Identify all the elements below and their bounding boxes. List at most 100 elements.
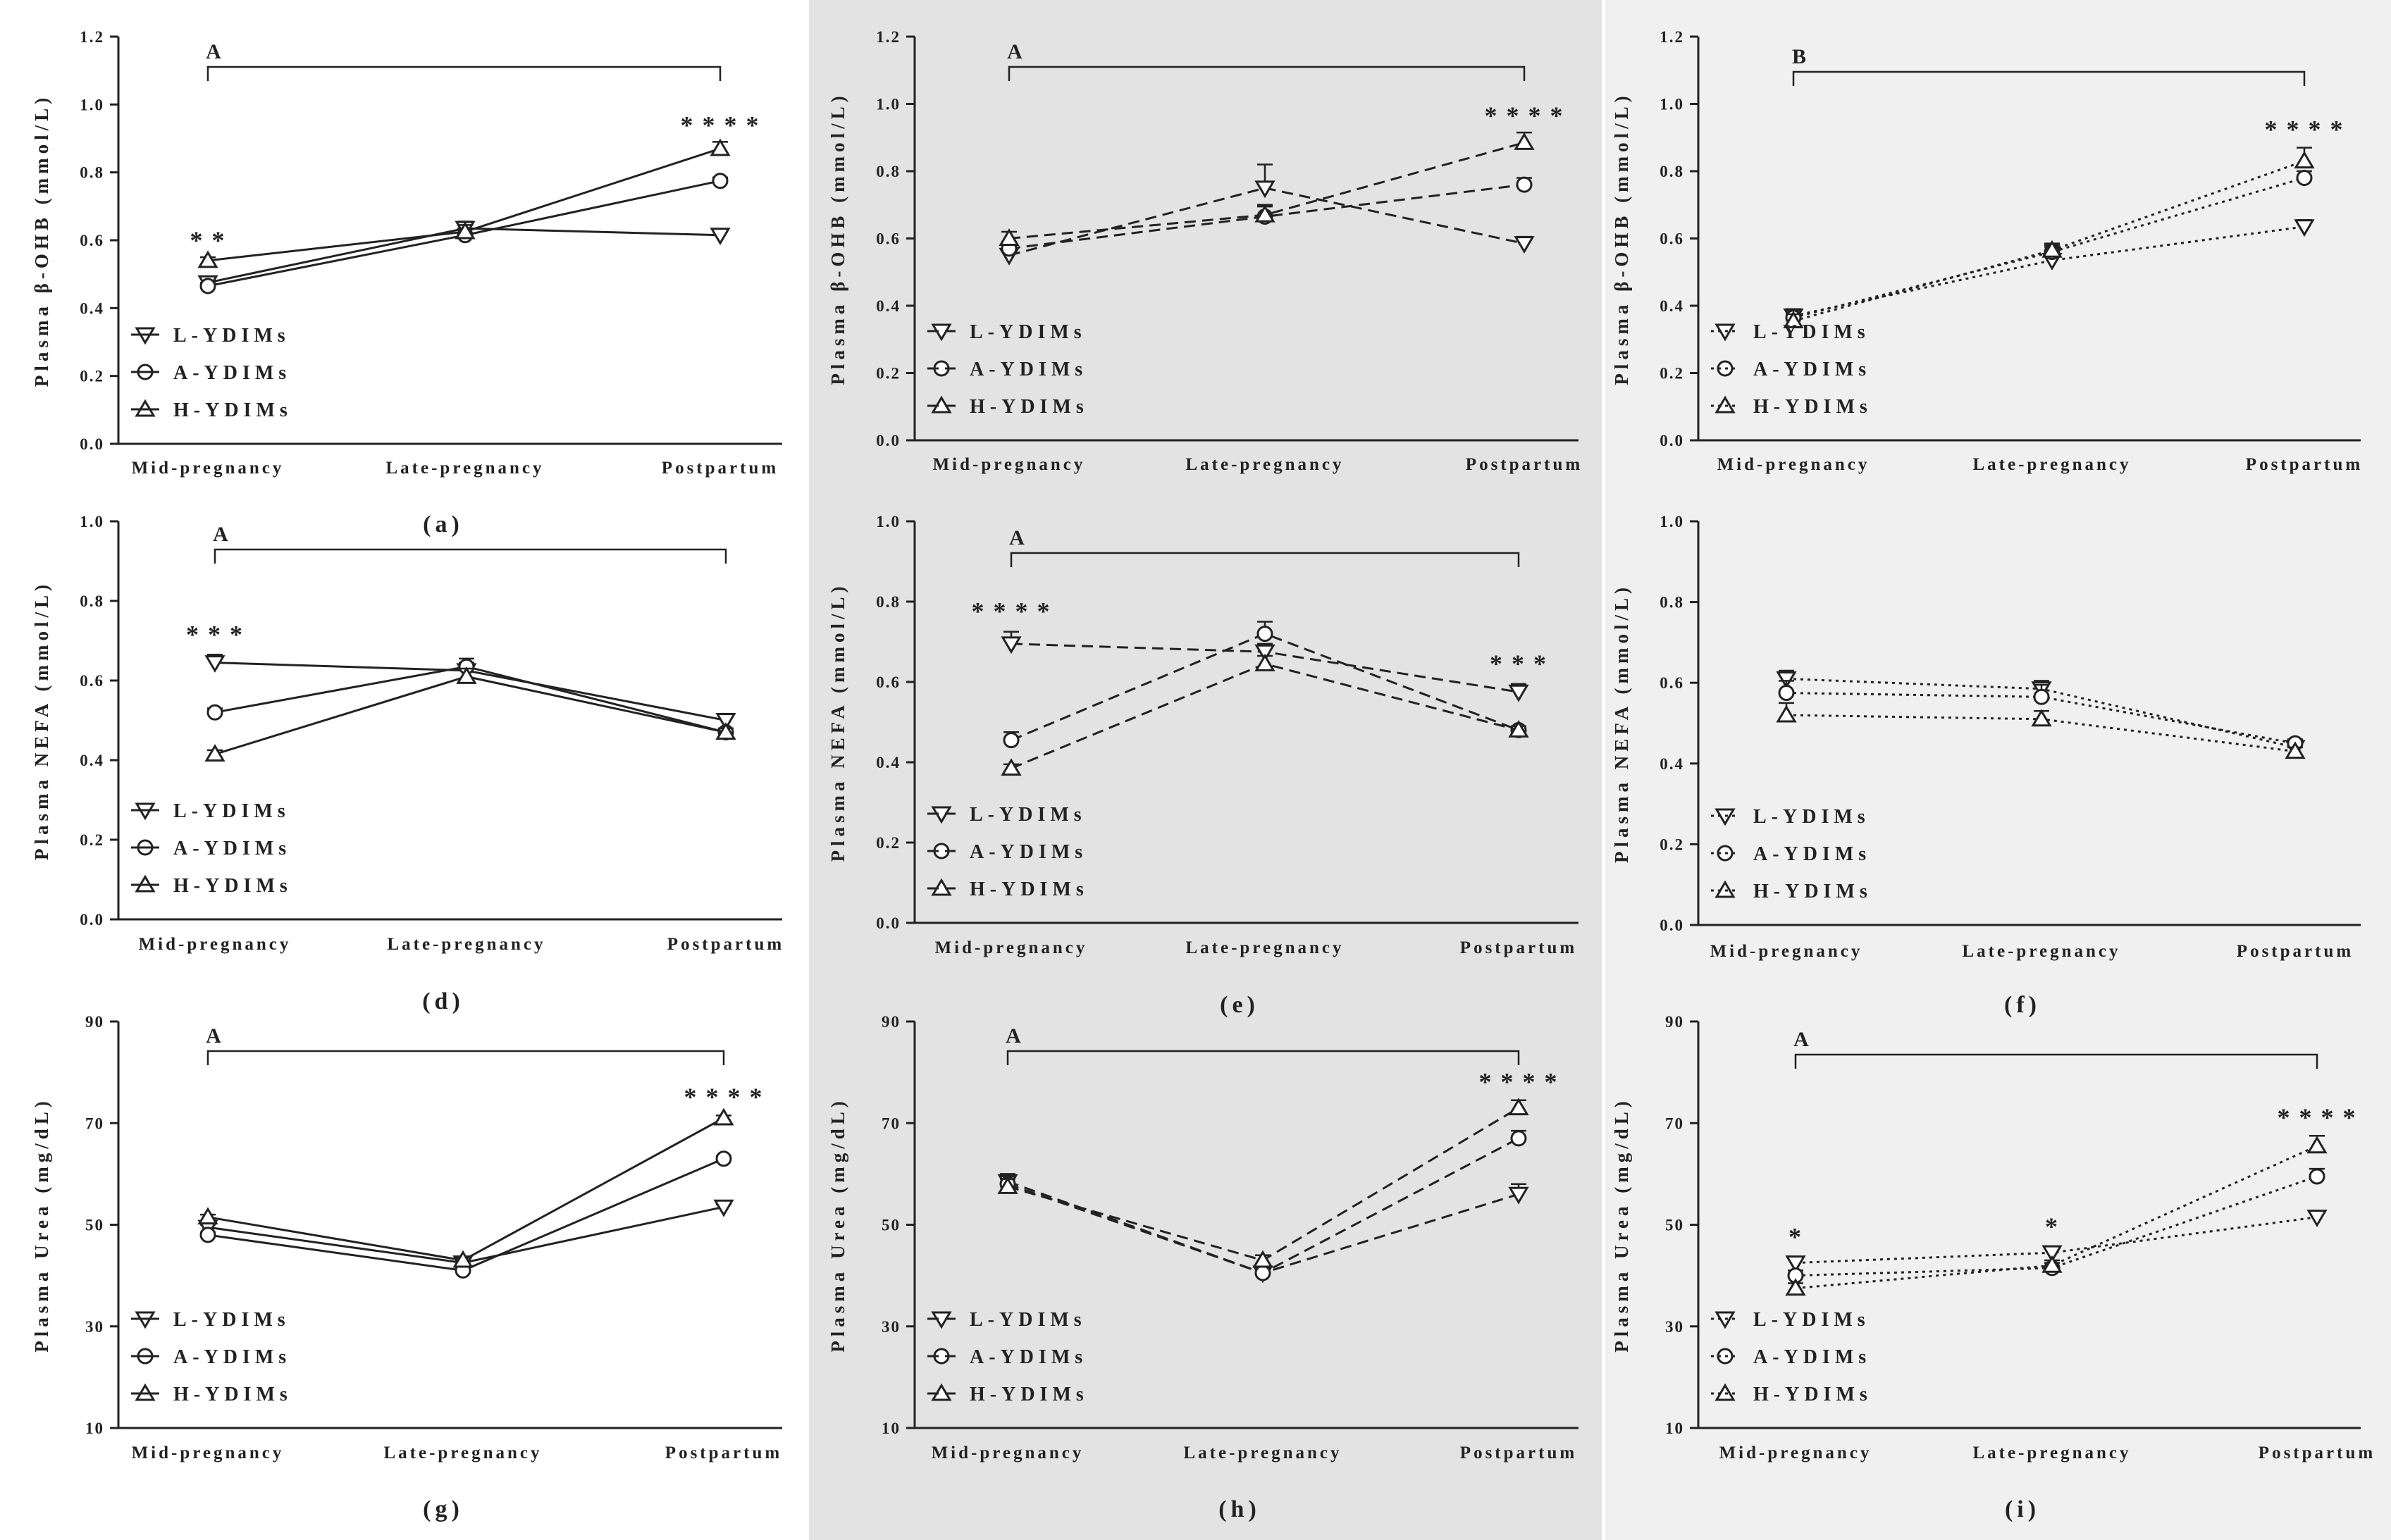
x-tick-label: Postpartum xyxy=(665,1443,782,1463)
legend-entry: A-YDIMs xyxy=(1711,359,1871,380)
panel-label: (e) xyxy=(1220,992,1259,1018)
y-tick-label: 10 xyxy=(1665,1420,1684,1437)
data-point xyxy=(1256,626,1273,642)
chart-panel-g: 10 30 50 70 90 Plasma Urea (mg/dL) Mid-pregnan… xyxy=(31,1013,782,1522)
y-axis-label: Plasma Urea (mg/dL) xyxy=(827,1097,848,1352)
data-point xyxy=(1508,1186,1529,1205)
legend-label: L-YDIMs xyxy=(173,1309,290,1331)
legend-label: A-YDIMs xyxy=(970,841,1087,863)
legend-label: H-YDIMs xyxy=(173,1384,292,1405)
x-tick-label: Postpartum xyxy=(1466,455,1583,474)
y-tick-label: 0.4 xyxy=(1660,755,1684,773)
legend-entry: H-YDIMs xyxy=(131,874,292,897)
x-tick-label: Postpartum xyxy=(662,459,779,478)
legend-label: H-YDIMs xyxy=(173,399,292,421)
legend-entry: L-YDIMs xyxy=(131,800,285,822)
x-tick-label: Mid-pregnancy xyxy=(932,1443,1085,1463)
legend-label: A-YDIMs xyxy=(173,1346,291,1368)
legend-entry: A-YDIMs xyxy=(1711,1346,1866,1368)
y-tick-label: 0.6 xyxy=(80,232,104,249)
bracket-label: B xyxy=(1792,45,1806,68)
y-tick-label: 1.0 xyxy=(80,513,104,530)
series-line xyxy=(207,147,721,262)
data-point xyxy=(1003,732,1020,749)
y-tick-label: 50 xyxy=(1665,1217,1684,1234)
x-tick-label: Mid-pregnancy xyxy=(933,455,1086,474)
x-tick-label: Late-pregnancy xyxy=(1973,455,2132,474)
legend-label: H-YDIMs xyxy=(1753,881,1872,902)
data-point xyxy=(1001,758,1022,776)
series-H-YDIMs xyxy=(1785,1135,2328,1296)
significance-bracket xyxy=(1794,1053,2318,1069)
y-tick-label: 10 xyxy=(882,1420,901,1437)
legend-label: L-YDIMs xyxy=(173,325,290,347)
legend-label: A-YDIMs xyxy=(1753,359,1871,380)
data-point xyxy=(2306,1136,2328,1154)
legend-entry: A-YDIMs xyxy=(131,838,291,859)
y-tick-label: 0.0 xyxy=(1660,917,1684,934)
chart-panel-b: 0.0 0.2 0.4 0.6 0.8 1.0 1.2 Plasma β-OHB (mmol/… xyxy=(809,0,1602,534)
y-tick-label: 0.0 xyxy=(1660,432,1684,449)
legend-entry: A-YDIMs xyxy=(1711,843,1871,865)
data-point xyxy=(1785,1255,1806,1273)
data-point xyxy=(713,1107,734,1126)
panel-label: (a) xyxy=(423,511,464,538)
legend-entry: A-YDIMs xyxy=(131,1346,291,1368)
y-tick-label: 0.8 xyxy=(876,163,901,180)
y-tick-label: 0.6 xyxy=(80,672,104,690)
y-tick-label: 0.2 xyxy=(876,365,901,383)
data-point xyxy=(197,250,218,268)
panel-label: (h) xyxy=(1218,1496,1261,1522)
y-tick-label: 0.6 xyxy=(876,230,901,248)
significance-bracket xyxy=(1010,552,1520,567)
legend-entry: H-YDIMs xyxy=(927,395,1089,418)
series-line xyxy=(1795,1145,2318,1290)
y-axis-label: Plasma Urea (mg/dL) xyxy=(1611,1097,1632,1352)
legend-label: H-YDIMs xyxy=(970,878,1089,900)
y-tick-label: 50 xyxy=(85,1217,104,1234)
legend-label: H-YDIMs xyxy=(970,396,1089,418)
y-tick-label: 0.0 xyxy=(80,911,104,929)
significance-stars: * * xyxy=(190,226,226,254)
y-axis-label: Plasma β-OHB (mmol/L) xyxy=(827,92,848,385)
y-tick-label: 1.0 xyxy=(1660,513,1684,530)
data-point xyxy=(197,1207,218,1225)
legend-entry: L-YDIMs xyxy=(927,1309,1082,1331)
y-tick-label: 30 xyxy=(1665,1318,1684,1336)
legend-entry: A-YDIMs xyxy=(927,359,1087,380)
legend-label: A-YDIMs xyxy=(1753,843,1871,865)
y-tick-label: 1.2 xyxy=(80,28,104,46)
x-tick-label: Mid-pregnancy xyxy=(1717,455,1870,474)
x-tick-label: Late-pregnancy xyxy=(1184,1443,1342,1463)
y-axis-label: Plasma β-OHB (mmol/L) xyxy=(31,94,52,387)
data-point xyxy=(710,228,731,246)
legend-label: A-YDIMs xyxy=(970,359,1087,380)
y-tick-label: 50 xyxy=(882,1217,901,1234)
data-point xyxy=(710,138,731,156)
chart-panel-c: 0.0 0.2 0.4 0.6 0.8 1.0 1.2 Plasma β-OHB (mmol/… xyxy=(1605,0,2391,534)
legend-label: L-YDIMs xyxy=(1753,321,1870,343)
data-point xyxy=(2306,1210,2328,1228)
data-point xyxy=(715,713,736,731)
significance-stars: * * * * xyxy=(2278,1103,2357,1131)
data-point xyxy=(2294,151,2315,169)
bracket-label: A xyxy=(1793,1028,1809,1051)
y-tick-label: 0.2 xyxy=(80,831,104,849)
legend-label: A-YDIMs xyxy=(173,362,291,384)
x-tick-label: Postpartum xyxy=(667,935,784,954)
legend-entry: L-YDIMs xyxy=(131,325,290,347)
x-tick-label: Postpartum xyxy=(2246,455,2363,474)
legend-label: A-YDIMs xyxy=(173,838,291,859)
y-tick-label: 70 xyxy=(1665,1114,1684,1132)
data-point xyxy=(455,221,476,240)
legend-entry: L-YDIMs xyxy=(927,321,1087,343)
panel-label: (g) xyxy=(423,1496,464,1522)
x-tick-label: Mid-pregnancy xyxy=(1710,942,1863,961)
legend-label: L-YDIMs xyxy=(970,321,1087,343)
data-point xyxy=(997,1176,1018,1194)
significance-stars: * * * * xyxy=(2265,115,2344,143)
y-tick-label: 0.8 xyxy=(1660,163,1684,180)
legend-label: H-YDIMs xyxy=(173,875,292,897)
data-point xyxy=(204,744,225,762)
series-H-YDIMs xyxy=(997,1098,1529,1268)
